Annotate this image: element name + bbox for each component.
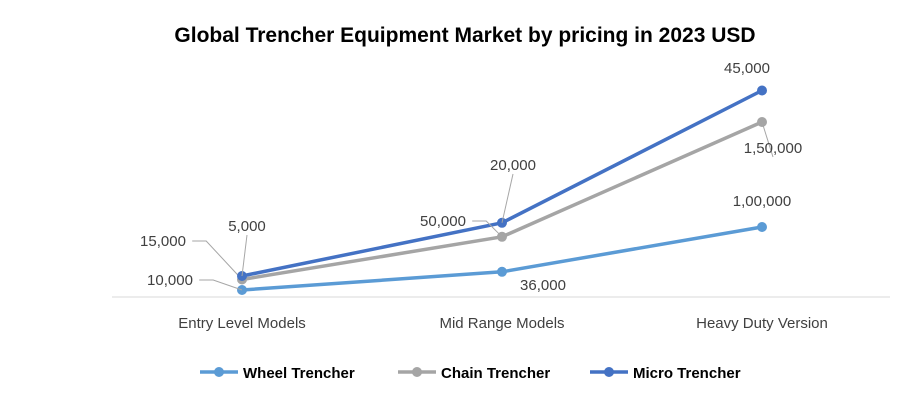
data-label: 1,00,000 <box>733 193 791 210</box>
data-label: 5,000 <box>228 218 266 235</box>
x-tick-label: Mid Range Models <box>439 315 564 332</box>
data-label: 1,50,000 <box>744 140 802 157</box>
chart-title: Global Trencher Equipment Market by pric… <box>174 24 755 47</box>
leader-line <box>761 121 774 158</box>
legend-label: Wheel Trencher <box>243 365 355 382</box>
leader-line <box>241 234 248 277</box>
leader-line <box>192 240 243 280</box>
leader-line <box>472 220 503 238</box>
data-point <box>757 222 767 232</box>
data-point <box>497 266 507 277</box>
data-label: 20,000 <box>490 157 536 174</box>
data-point <box>757 85 767 96</box>
leader-line <box>199 279 243 291</box>
series-line-micro-trencher <box>241 88 763 278</box>
x-tick-label: Entry Level Models <box>178 315 306 332</box>
data-label: 36,000 <box>520 277 566 294</box>
x-tick-label: Heavy Duty Version <box>696 315 828 332</box>
leader-line <box>501 173 514 223</box>
data-label: 10,000 <box>147 272 193 289</box>
data-label: 50,000 <box>420 213 466 230</box>
data-label: 45,000 <box>724 60 770 77</box>
legend-marker <box>214 367 224 377</box>
legend-marker <box>604 367 614 377</box>
data-label: 15,000 <box>140 233 186 250</box>
series-line-chain-trencher <box>241 120 763 282</box>
legend-label: Micro Trencher <box>633 365 741 382</box>
legend-label: Chain Trencher <box>441 365 550 382</box>
legend-marker <box>412 367 422 377</box>
